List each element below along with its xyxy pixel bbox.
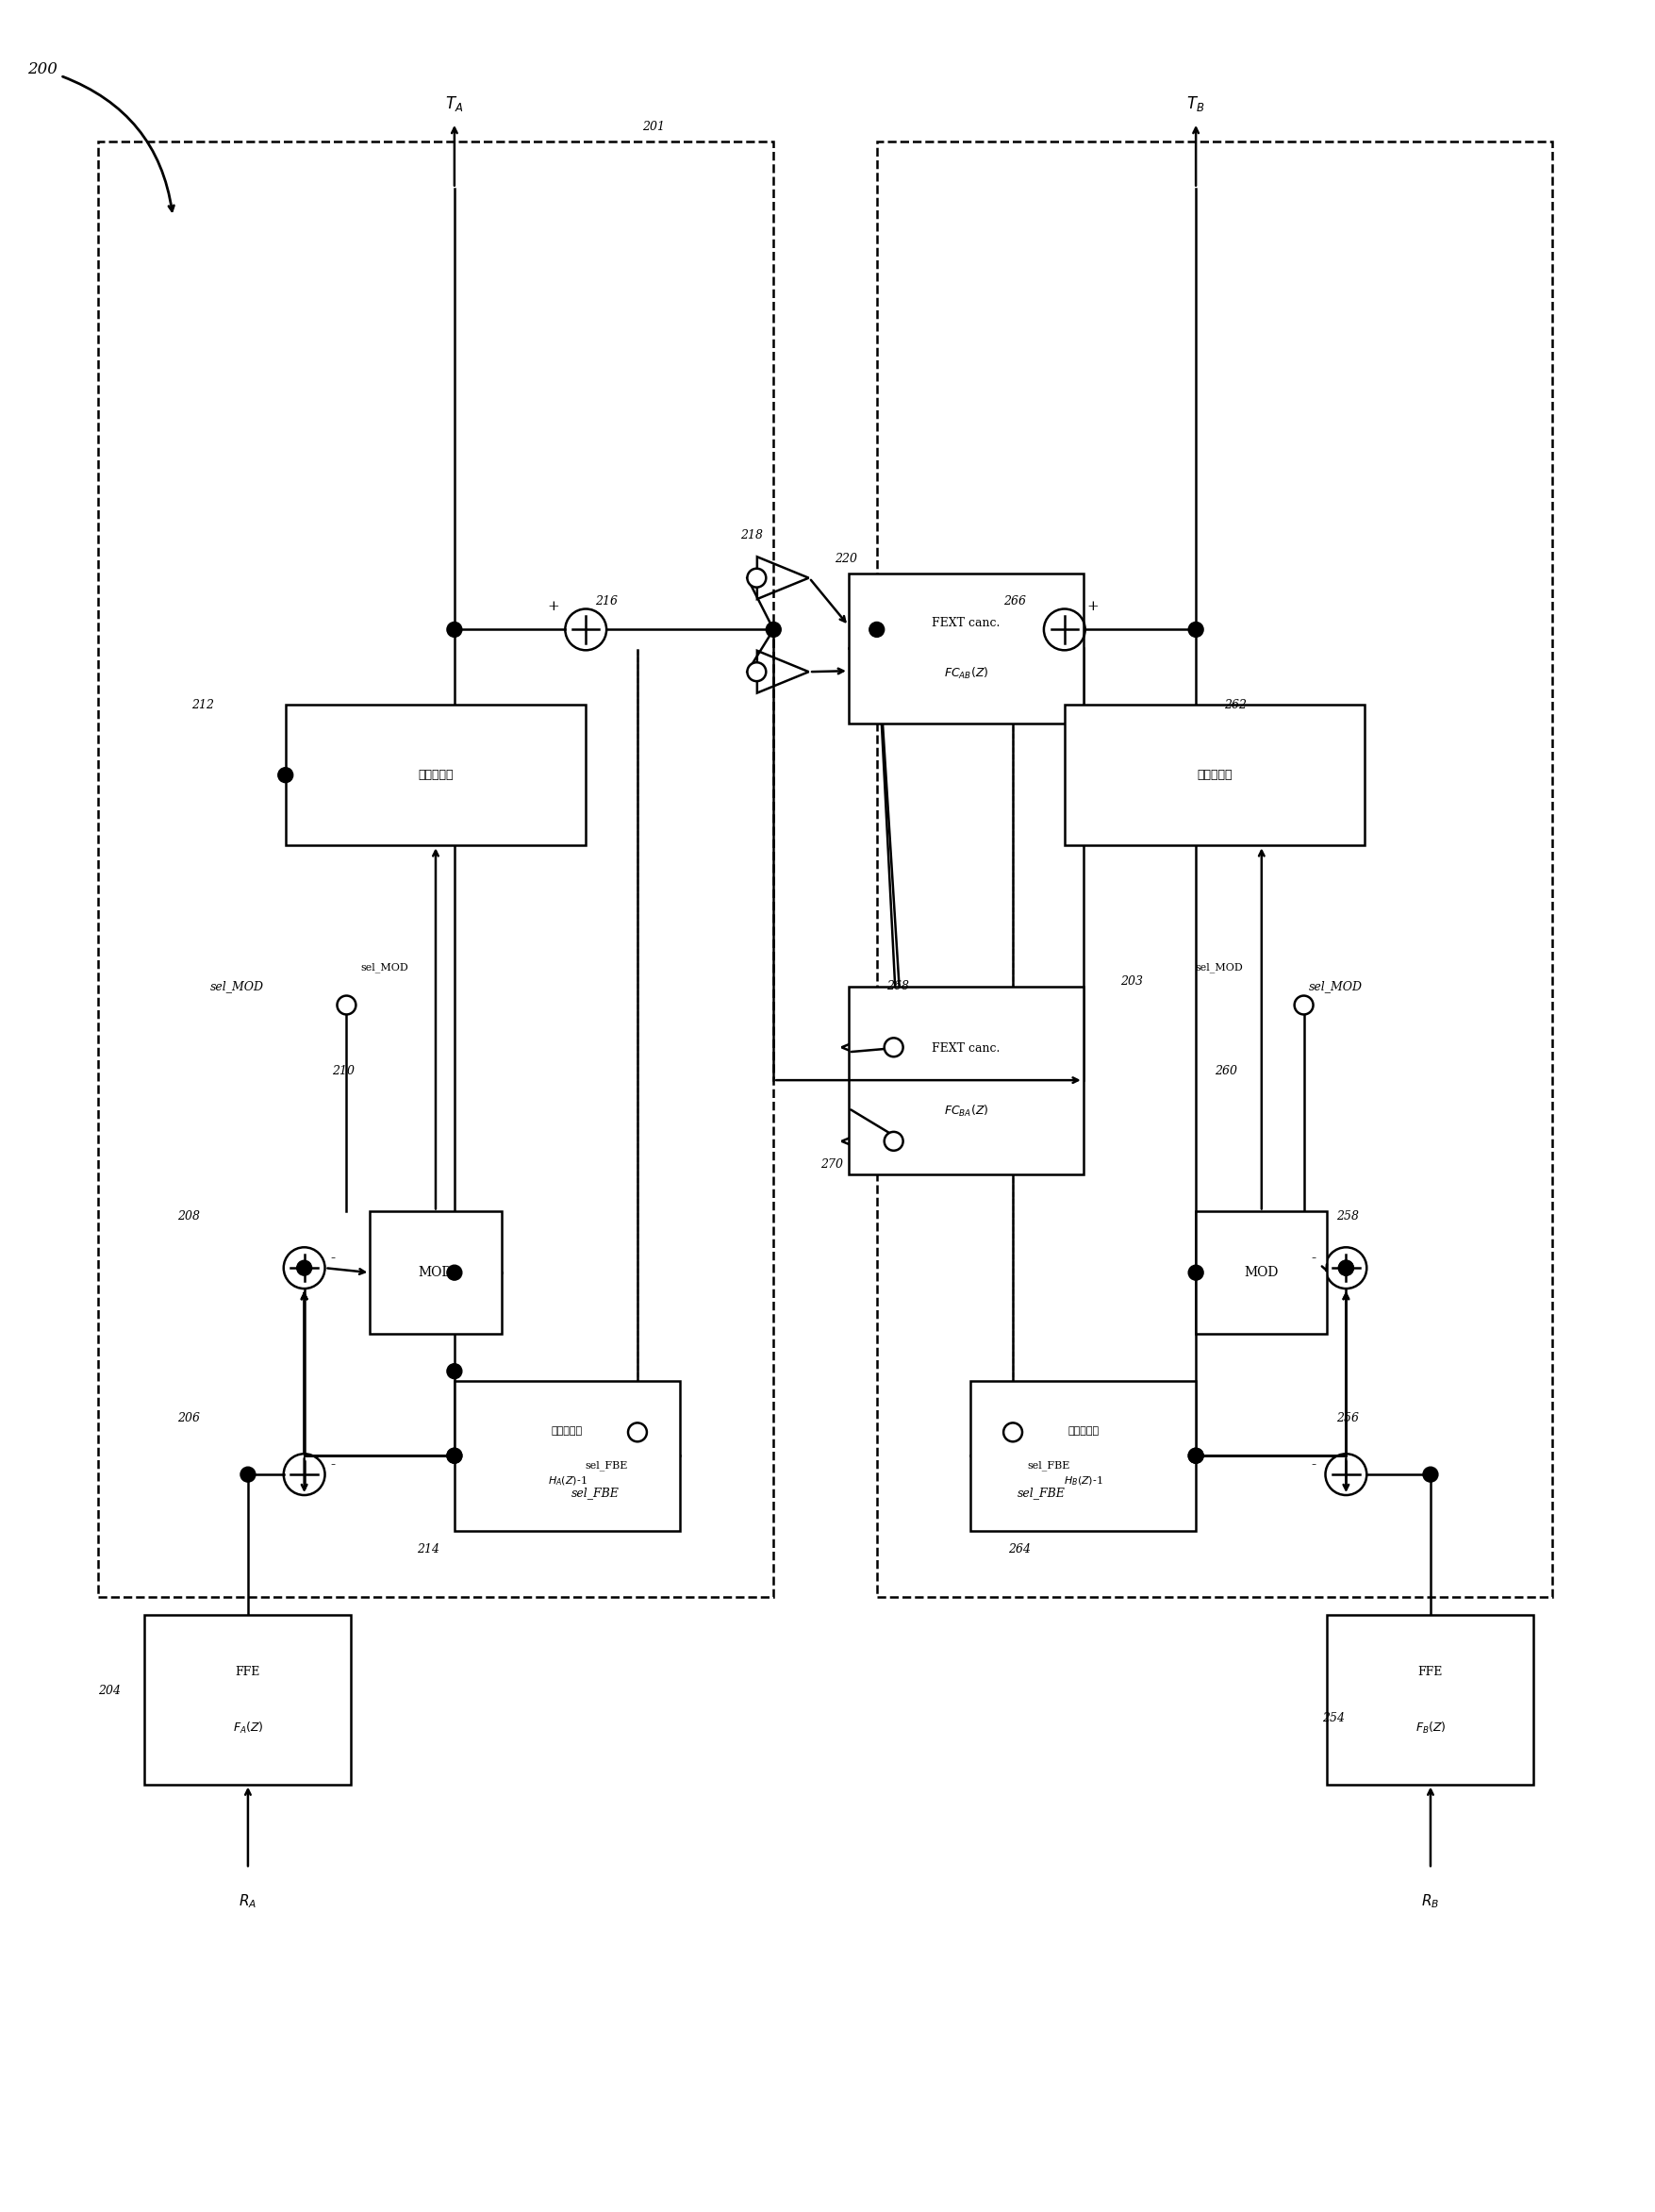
Text: 264: 264 bbox=[1008, 1544, 1029, 1555]
Bar bbox=[847, 573, 1082, 723]
Text: 204: 204 bbox=[98, 1683, 121, 1697]
Circle shape bbox=[447, 1265, 462, 1281]
Text: FEXT canc.: FEXT canc. bbox=[932, 617, 1000, 630]
Text: 212: 212 bbox=[192, 699, 213, 710]
Text: 262: 262 bbox=[1223, 699, 1246, 710]
Text: +: + bbox=[546, 599, 559, 613]
Text: 220: 220 bbox=[834, 553, 857, 566]
Text: 210: 210 bbox=[333, 1064, 354, 1077]
Bar bbox=[453, 1380, 679, 1531]
Circle shape bbox=[1188, 1449, 1203, 1462]
Text: -: - bbox=[329, 1252, 334, 1265]
Text: -: - bbox=[329, 1458, 334, 1471]
Text: $FC_{AB}(Z)$: $FC_{AB}(Z)$ bbox=[943, 666, 988, 681]
Text: +: + bbox=[1086, 599, 1097, 613]
Bar bbox=[875, 142, 1552, 1597]
Circle shape bbox=[447, 622, 462, 637]
Text: sel_FBE: sel_FBE bbox=[1026, 1460, 1069, 1471]
Text: 208: 208 bbox=[177, 1210, 200, 1223]
Circle shape bbox=[884, 1037, 902, 1057]
Circle shape bbox=[240, 1467, 255, 1482]
Circle shape bbox=[869, 622, 884, 637]
Text: $H_B(Z)$-1: $H_B(Z)$-1 bbox=[1063, 1475, 1102, 1486]
Circle shape bbox=[447, 1449, 462, 1462]
Circle shape bbox=[746, 568, 766, 588]
Text: sel_MOD: sel_MOD bbox=[361, 962, 409, 973]
Text: sel_MOD: sel_MOD bbox=[1195, 962, 1243, 973]
Text: 258: 258 bbox=[1336, 1210, 1359, 1223]
Bar bbox=[970, 1380, 1195, 1531]
Circle shape bbox=[884, 1133, 902, 1150]
Text: MOD: MOD bbox=[1243, 1265, 1278, 1279]
Text: $F_B(Z)$: $F_B(Z)$ bbox=[1415, 1721, 1445, 1736]
Circle shape bbox=[296, 1261, 311, 1276]
Text: 反馈均衡器: 反馈均衡器 bbox=[551, 1427, 583, 1436]
Text: 254: 254 bbox=[1322, 1712, 1344, 1725]
Text: $R_A$: $R_A$ bbox=[238, 1891, 257, 1909]
Bar bbox=[1327, 1615, 1533, 1785]
Text: 216: 216 bbox=[594, 595, 617, 608]
Text: 270: 270 bbox=[819, 1159, 842, 1170]
Text: MOD: MOD bbox=[419, 1265, 452, 1279]
Circle shape bbox=[766, 622, 781, 637]
Text: $H_A(Z)$-1: $H_A(Z)$-1 bbox=[548, 1475, 586, 1486]
Text: 确定处理器: 确定处理器 bbox=[417, 770, 453, 781]
Circle shape bbox=[1003, 1422, 1021, 1442]
Bar bbox=[369, 1212, 501, 1334]
Text: 268: 268 bbox=[885, 980, 909, 993]
Circle shape bbox=[1294, 995, 1312, 1015]
Text: 266: 266 bbox=[1003, 595, 1026, 608]
Text: 206: 206 bbox=[177, 1411, 200, 1425]
Text: FFE: FFE bbox=[235, 1666, 260, 1677]
Text: $T_A$: $T_A$ bbox=[445, 95, 463, 113]
Circle shape bbox=[447, 1365, 462, 1378]
Text: 确定处理器: 确定处理器 bbox=[1197, 770, 1231, 781]
Text: sel_FBE: sel_FBE bbox=[571, 1486, 619, 1500]
Text: $R_B$: $R_B$ bbox=[1420, 1891, 1438, 1909]
Text: FFE: FFE bbox=[1417, 1666, 1442, 1677]
Bar bbox=[1064, 706, 1364, 845]
Text: -: - bbox=[1311, 1458, 1314, 1471]
Text: sel_MOD: sel_MOD bbox=[1307, 980, 1362, 993]
Text: FEXT canc.: FEXT canc. bbox=[932, 1042, 1000, 1055]
Circle shape bbox=[1337, 1261, 1352, 1276]
Text: 218: 218 bbox=[740, 529, 763, 542]
Bar bbox=[144, 1615, 351, 1785]
Circle shape bbox=[746, 661, 766, 681]
Circle shape bbox=[1337, 1261, 1352, 1276]
Circle shape bbox=[627, 1422, 647, 1442]
Text: sel_FBE: sel_FBE bbox=[1016, 1486, 1064, 1500]
Text: $FC_{BA}(Z)$: $FC_{BA}(Z)$ bbox=[943, 1104, 988, 1119]
Text: $T_B$: $T_B$ bbox=[1187, 95, 1205, 113]
Circle shape bbox=[1422, 1467, 1437, 1482]
Bar bbox=[98, 142, 773, 1597]
Bar bbox=[1195, 1212, 1327, 1334]
Circle shape bbox=[1188, 622, 1203, 637]
Circle shape bbox=[1188, 1265, 1203, 1281]
Circle shape bbox=[447, 1449, 462, 1462]
Text: 214: 214 bbox=[417, 1544, 439, 1555]
Text: 200: 200 bbox=[28, 62, 58, 77]
Circle shape bbox=[338, 995, 356, 1015]
Text: 260: 260 bbox=[1215, 1064, 1236, 1077]
Text: sel_FBE: sel_FBE bbox=[584, 1460, 627, 1471]
Bar bbox=[847, 987, 1082, 1175]
Circle shape bbox=[278, 768, 293, 783]
Text: -: - bbox=[1311, 1252, 1314, 1265]
Text: sel_MOD: sel_MOD bbox=[210, 980, 265, 993]
Text: $F_A(Z)$: $F_A(Z)$ bbox=[232, 1721, 263, 1736]
Circle shape bbox=[1188, 1449, 1203, 1462]
Text: 256: 256 bbox=[1336, 1411, 1359, 1425]
Text: 201: 201 bbox=[642, 122, 664, 133]
Bar bbox=[285, 706, 586, 845]
Text: 反馈均衡器: 反馈均衡器 bbox=[1067, 1427, 1099, 1436]
Text: 203: 203 bbox=[1120, 975, 1144, 989]
